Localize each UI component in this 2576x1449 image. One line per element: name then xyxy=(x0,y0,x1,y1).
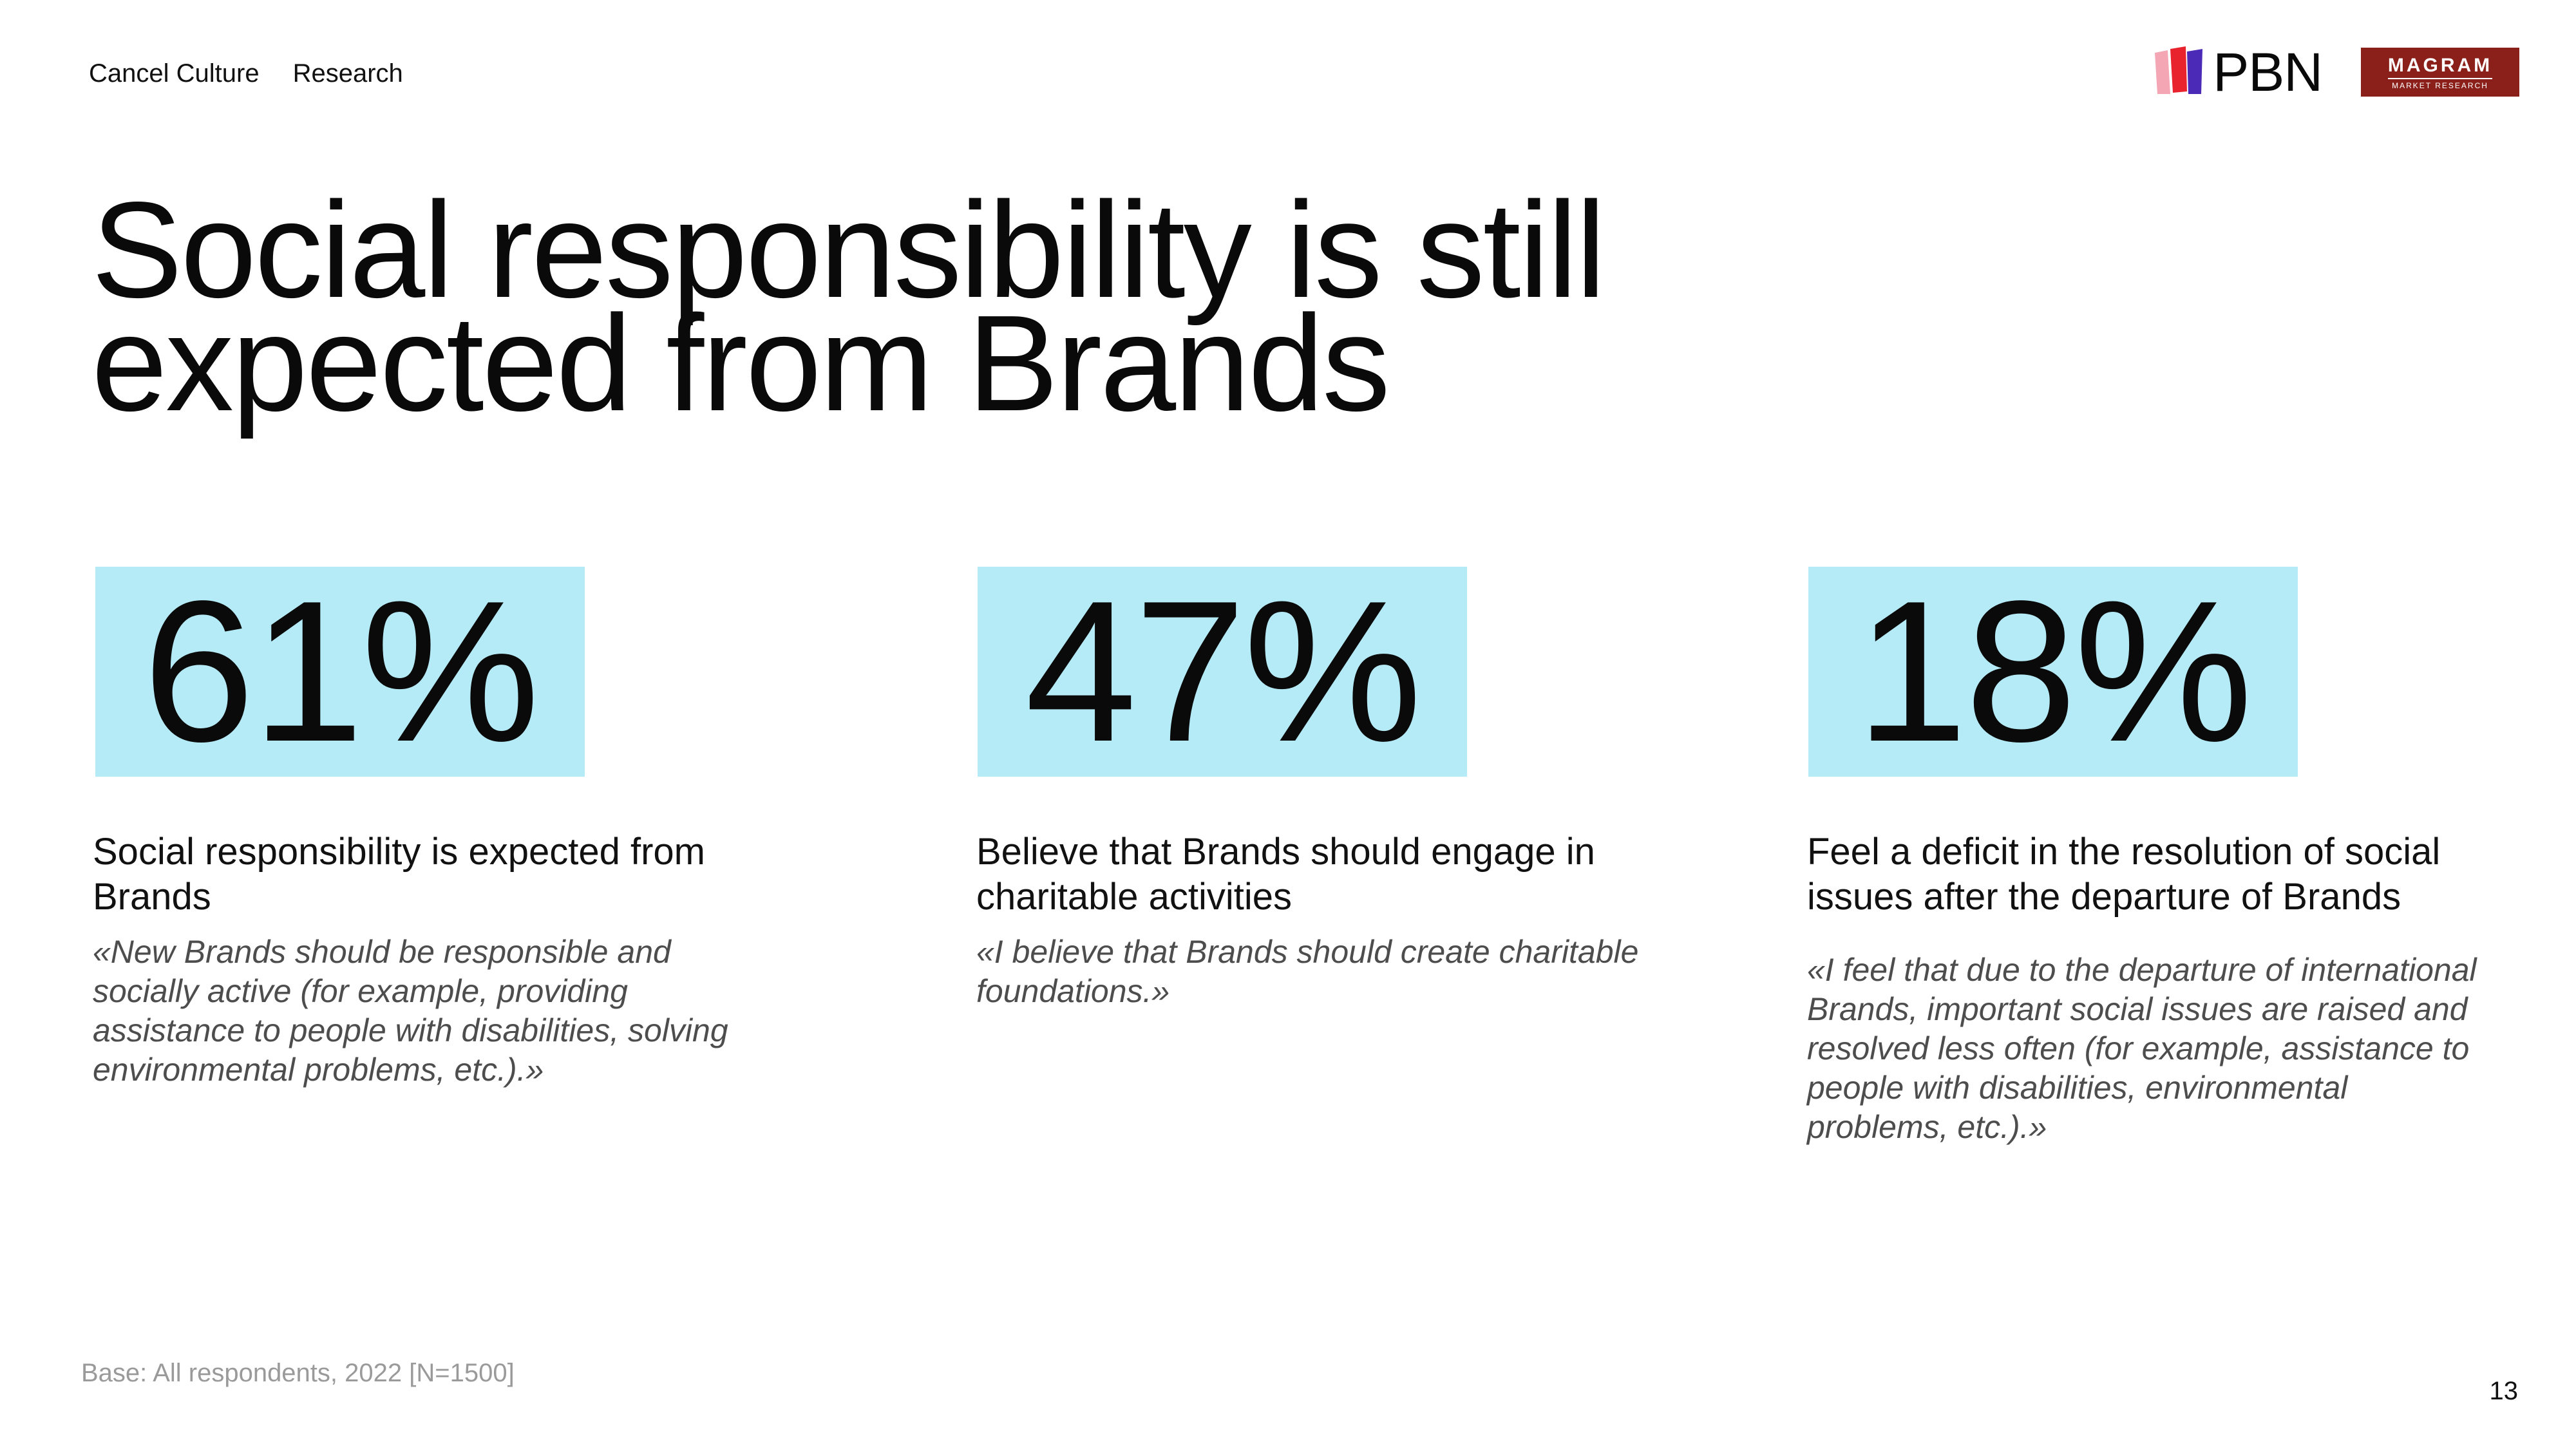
stat-value-box: 18% xyxy=(1808,567,2298,777)
stat-quote: «I feel that due to the departure of int… xyxy=(1807,952,2477,1145)
magram-logo: MAGRAM MARKET RESEARCH xyxy=(2361,48,2519,97)
magram-logo-subtext: MARKET RESEARCH xyxy=(2392,81,2488,90)
stat-label: Social responsibility is expected from B… xyxy=(93,831,705,918)
stat-card-3: 18% Feel a deficit in the resolution of … xyxy=(1807,567,2530,1145)
stat-quote: «New Brands should be responsible and so… xyxy=(93,934,728,1088)
stat-value-box: 47% xyxy=(978,567,1467,777)
stat-card-1: 61% Social responsibility is expected fr… xyxy=(93,567,817,1088)
stat-label: Feel a deficit in the resolution of soci… xyxy=(1807,831,2441,918)
pbn-flag-icon xyxy=(2155,46,2203,94)
stat-card-2: 47% Believe that Brands should engage in… xyxy=(976,567,1699,1009)
stat-quote: «I believe that Brands should create cha… xyxy=(976,934,1639,1009)
nav-item-research[interactable]: Research xyxy=(292,59,403,88)
stat-label: Believe that Brands should engage in cha… xyxy=(976,831,1595,918)
nav-item-cancel-culture[interactable]: Cancel Culture xyxy=(89,59,260,88)
stat-value-box: 61% xyxy=(95,567,585,777)
header-logos: PBN MAGRAM MARKET RESEARCH xyxy=(2151,45,2519,99)
top-nav: Cancel Culture Research xyxy=(89,59,403,88)
page-number: 13 xyxy=(2489,1377,2519,1405)
base-note: Base: All respondents, 2022 [N=1500] xyxy=(81,1359,515,1387)
pbn-logo-text: PBN xyxy=(2213,42,2323,102)
pbn-logo: PBN xyxy=(2151,42,2323,102)
magram-logo-text: MAGRAM xyxy=(2387,56,2493,79)
page-title: Social responsibility is still expected … xyxy=(91,173,1606,439)
